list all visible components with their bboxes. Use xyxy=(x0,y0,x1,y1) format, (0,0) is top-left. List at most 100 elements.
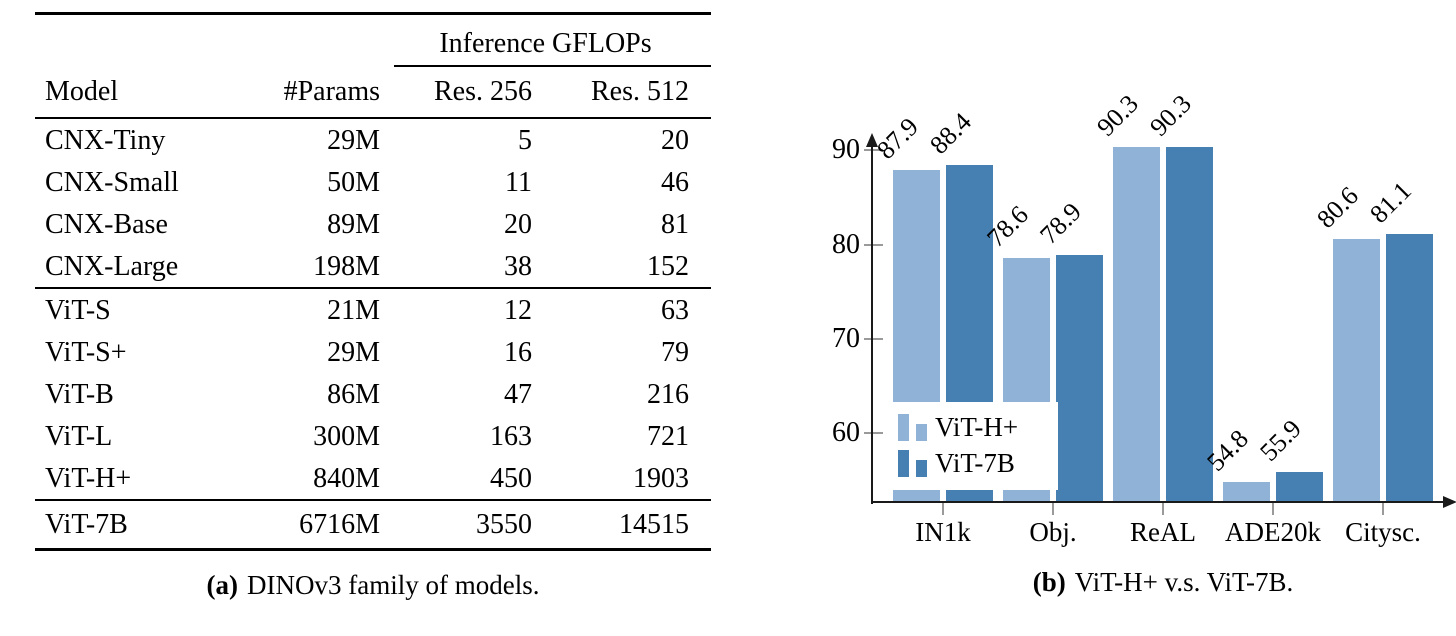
model-name-cell: ViT-B xyxy=(45,378,114,410)
column-header-0: Model xyxy=(35,67,235,119)
table-cell: 29M xyxy=(327,124,380,156)
x-category-label: Obj. xyxy=(1029,517,1077,547)
caption-a-label: (a) xyxy=(206,570,239,600)
models-table: Inference GFLOPs Model #Params Res. 256 Res… xyxy=(35,12,711,551)
y-tick-label: 60 xyxy=(832,417,860,449)
table-row: CNX-Base 89M 20 81 xyxy=(35,203,711,245)
x-category-label: Citysc. xyxy=(1345,517,1421,547)
caption-b-text: ViT-H+ v.s. ViT-7B. xyxy=(1074,567,1294,597)
y-axis-line xyxy=(871,146,873,504)
bar-value-label: 90.3 xyxy=(1144,89,1197,143)
table-cell: 89M xyxy=(327,208,380,240)
bar-value-label: 80.6 xyxy=(1311,180,1364,234)
table-head: Inference GFLOPs Model #Params Res. 256 Res… xyxy=(35,14,711,119)
table-cell: 3550 xyxy=(380,499,532,550)
y-tick xyxy=(864,149,883,152)
table-cell: 198M xyxy=(313,250,380,282)
x-tick xyxy=(942,503,944,515)
bar-ViT-H+-Citysc. xyxy=(1333,238,1380,502)
model-name-cell: CNX-Large xyxy=(45,250,179,282)
table-group-2: ViT-7B 6716M 3550 14515 xyxy=(35,499,711,550)
table-row: ViT-S+ 29M 16 79 xyxy=(35,331,711,373)
panel-a: Inference GFLOPs Model #Params Res. 256 Res… xyxy=(35,12,711,601)
x-axis-line xyxy=(871,501,1444,503)
table-row: CNX-Tiny 29M 5 20 xyxy=(35,118,711,161)
bar-value-label: 78.9 xyxy=(1034,196,1087,250)
table-row: CNX-Small 50M 11 46 xyxy=(35,161,711,203)
table-cell: 1903 xyxy=(633,462,689,494)
x-category-label: IN1k xyxy=(915,517,971,547)
model-name-cell: CNX-Base xyxy=(45,208,168,240)
table-row: ViT-L 300M 163 721 xyxy=(35,415,711,457)
table-cell: 300M xyxy=(313,420,380,452)
chart-legend: ViT-H+ ViT-7B xyxy=(892,402,1058,490)
legend-swatch-icon xyxy=(898,450,909,478)
table-cell: 6716M xyxy=(235,499,380,550)
table-row: ViT-H+ 840M 450 1903 xyxy=(35,457,711,500)
bar-ViT-7B-Obj. xyxy=(1056,254,1103,502)
x-category-label: ADE20k xyxy=(1225,517,1321,547)
x-tick xyxy=(1272,503,1274,515)
legend-swatch-icon xyxy=(916,423,927,441)
model-name-cell: ViT-H+ xyxy=(45,462,132,494)
legend-entry-ViT-7B: ViT-7B xyxy=(898,448,1058,479)
table-cell: 721 xyxy=(647,420,689,452)
table-cell: 46 xyxy=(661,166,689,198)
model-name-cell: CNX-Tiny xyxy=(45,124,166,156)
model-name-cell: CNX-Small xyxy=(45,166,179,198)
y-axis-arrow-icon xyxy=(866,133,878,147)
column-header-3: Res. 512 xyxy=(532,67,711,119)
table-cell: 86M xyxy=(327,378,380,410)
y-tick-label: 80 xyxy=(832,228,860,260)
y-tick-label: 90 xyxy=(832,134,860,166)
legend-label: ViT-7B xyxy=(935,448,1015,479)
caption-a: (a) DINOv3 family of models. xyxy=(35,570,711,601)
table-cell: 840M xyxy=(313,462,380,494)
table-row: ViT-B 86M 47 216 xyxy=(35,373,711,415)
table-cell: 12 xyxy=(380,287,532,331)
bar-ViT-7B-ReAL xyxy=(1166,147,1213,502)
x-tick xyxy=(1382,503,1384,515)
table-cell: 63 xyxy=(532,287,711,331)
bar-value-label: 81.1 xyxy=(1364,176,1417,229)
table-cell: 216 xyxy=(647,378,689,410)
table-cell: 16 xyxy=(504,336,532,368)
x-axis-arrow-icon xyxy=(1443,496,1456,508)
table-cell: 5 xyxy=(518,124,532,156)
legend-swatch-icon xyxy=(916,460,927,478)
table-cell: 38 xyxy=(504,250,532,282)
table-row: CNX-Large 198M 38 152 xyxy=(35,245,711,288)
table-cell: 79 xyxy=(661,336,689,368)
bar-value-label: 55.9 xyxy=(1254,413,1307,467)
inference-gflops-header: Inference GFLOPs xyxy=(380,14,711,68)
table-cell: 450 xyxy=(490,462,532,494)
table-row: ViT-7B 6716M 3550 14515 xyxy=(35,499,711,550)
table-cell: 21M xyxy=(235,287,380,331)
table-cell: 47 xyxy=(504,378,532,410)
y-tick-label: 70 xyxy=(832,322,860,354)
bar-ViT-7B-Citysc. xyxy=(1386,234,1433,502)
bar-ViT-7B-ADE20k xyxy=(1276,471,1323,502)
legend-entry-ViT-H+: ViT-H+ xyxy=(898,413,1058,441)
model-name-cell: ViT-7B xyxy=(35,499,235,550)
bar-ViT-H+-ReAL xyxy=(1113,147,1160,502)
bar-value-label: 90.3 xyxy=(1091,89,1144,143)
table-group-1: ViT-S 21M 12 63 ViT-S+ 29M 16 79 ViT-B 86M 47 216 Vi… xyxy=(35,287,711,500)
table-cell: 50M xyxy=(327,166,380,198)
column-header-row: Model #Params Res. 256 Res. 512 xyxy=(35,67,711,119)
y-tick xyxy=(864,243,883,246)
caption-b: (b) ViT-H+ v.s. ViT-7B. xyxy=(823,567,1456,598)
bar-value-label: 88.4 xyxy=(924,107,977,161)
x-category-label: ReAL xyxy=(1130,517,1196,547)
table-cell: 14515 xyxy=(532,499,711,550)
bar-ViT-H+-ADE20k xyxy=(1223,482,1270,502)
caption-b-label: (b) xyxy=(1032,567,1066,597)
column-header-2: Res. 256 xyxy=(380,67,532,119)
table-cell: 20 xyxy=(504,208,532,240)
model-name-cell: ViT-S xyxy=(35,287,235,331)
legend-label: ViT-H+ xyxy=(935,411,1019,442)
span-header-row: Inference GFLOPs xyxy=(35,14,711,68)
x-tick xyxy=(1052,503,1054,515)
